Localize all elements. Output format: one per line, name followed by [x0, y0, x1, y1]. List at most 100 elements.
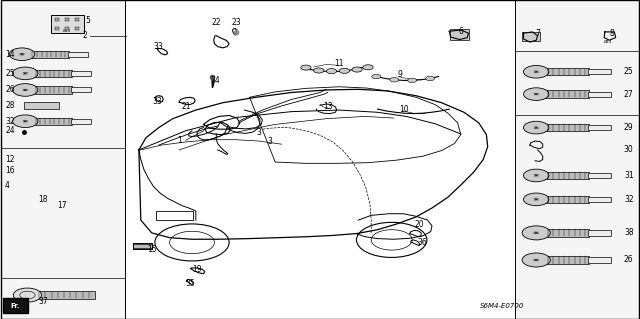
Text: 3: 3	[268, 137, 273, 146]
Text: 1: 1	[178, 136, 182, 145]
Bar	[450, 29, 469, 40]
Text: 8: 8	[610, 29, 614, 38]
Text: 26: 26	[5, 85, 15, 94]
Bar	[32, 86, 72, 94]
Bar	[55, 18, 60, 21]
Text: 24: 24	[5, 126, 15, 135]
Text: Ø15: Ø15	[63, 29, 72, 33]
Bar	[75, 18, 79, 21]
Bar	[55, 27, 60, 30]
Text: 3: 3	[256, 128, 261, 137]
Text: 30: 30	[624, 145, 634, 154]
Text: 12: 12	[5, 155, 15, 164]
Text: 9: 9	[397, 70, 403, 79]
Circle shape	[363, 65, 373, 70]
Bar	[588, 197, 611, 202]
Bar	[65, 18, 69, 21]
Circle shape	[408, 78, 417, 83]
Bar	[3, 298, 28, 313]
Text: 38: 38	[624, 228, 634, 237]
Text: 36: 36	[417, 238, 428, 247]
Circle shape	[524, 193, 549, 206]
Text: 18: 18	[38, 195, 48, 204]
Text: S6M4-E0700: S6M4-E0700	[480, 303, 525, 309]
Text: 32: 32	[5, 117, 15, 126]
Text: 13: 13	[323, 102, 333, 111]
Bar	[71, 71, 92, 76]
Bar	[588, 92, 611, 97]
Text: 10: 10	[399, 105, 410, 114]
Bar	[65, 27, 69, 30]
Text: 19: 19	[192, 265, 202, 274]
Circle shape	[13, 84, 38, 96]
Text: 23: 23	[232, 18, 242, 27]
Bar	[68, 52, 88, 57]
Circle shape	[13, 115, 38, 128]
Text: 26: 26	[624, 256, 634, 264]
Circle shape	[372, 74, 381, 79]
Bar	[71, 87, 92, 93]
Text: Ø13: Ø13	[604, 40, 612, 43]
Text: 11: 11	[335, 59, 344, 68]
Text: 7: 7	[535, 29, 540, 38]
Text: 22: 22	[212, 18, 221, 27]
Text: 28: 28	[5, 101, 15, 110]
Text: Fr.: Fr.	[11, 303, 20, 308]
Text: 20: 20	[414, 220, 424, 229]
Bar	[1, 0, 125, 319]
Bar	[544, 196, 589, 203]
Bar	[156, 211, 193, 220]
Circle shape	[522, 226, 550, 240]
Circle shape	[326, 69, 337, 74]
Text: 15: 15	[147, 245, 157, 254]
Bar	[515, 0, 639, 319]
Text: 37: 37	[38, 297, 49, 306]
Circle shape	[10, 48, 35, 61]
Circle shape	[426, 76, 435, 81]
Bar	[32, 117, 72, 125]
Circle shape	[522, 253, 550, 267]
Text: 33: 33	[154, 42, 164, 51]
Circle shape	[314, 68, 324, 73]
Text: 33: 33	[152, 97, 163, 106]
Text: 27: 27	[624, 90, 634, 99]
Bar	[522, 32, 540, 41]
Circle shape	[390, 78, 399, 82]
Bar	[544, 68, 589, 76]
Text: 5: 5	[86, 16, 91, 25]
Text: 32: 32	[624, 195, 634, 204]
Text: 31: 31	[624, 171, 634, 180]
Bar	[133, 244, 152, 248]
Text: 25: 25	[624, 67, 634, 76]
Bar	[29, 50, 69, 58]
Circle shape	[524, 65, 549, 78]
Circle shape	[13, 288, 42, 302]
Bar	[544, 256, 589, 264]
Circle shape	[301, 65, 311, 70]
Bar	[35, 291, 95, 299]
Circle shape	[524, 169, 549, 182]
Circle shape	[524, 121, 549, 134]
Bar	[544, 124, 589, 131]
Circle shape	[352, 67, 362, 72]
Bar	[32, 70, 72, 77]
Text: 16: 16	[5, 167, 15, 175]
Text: 25: 25	[5, 69, 15, 78]
Text: 34: 34	[210, 76, 220, 85]
Bar	[588, 257, 611, 263]
Bar	[588, 173, 611, 178]
Bar	[544, 229, 589, 237]
Bar	[75, 27, 79, 30]
Text: 4: 4	[5, 181, 10, 189]
Text: 17: 17	[58, 201, 67, 210]
Circle shape	[13, 67, 38, 80]
Text: 35: 35	[186, 279, 196, 288]
Text: 6: 6	[458, 27, 463, 36]
Text: 2: 2	[83, 31, 87, 40]
Bar	[588, 69, 611, 74]
Bar	[24, 102, 60, 109]
Circle shape	[339, 68, 349, 73]
Bar	[544, 90, 589, 98]
Bar	[588, 125, 611, 130]
Bar	[51, 15, 84, 33]
